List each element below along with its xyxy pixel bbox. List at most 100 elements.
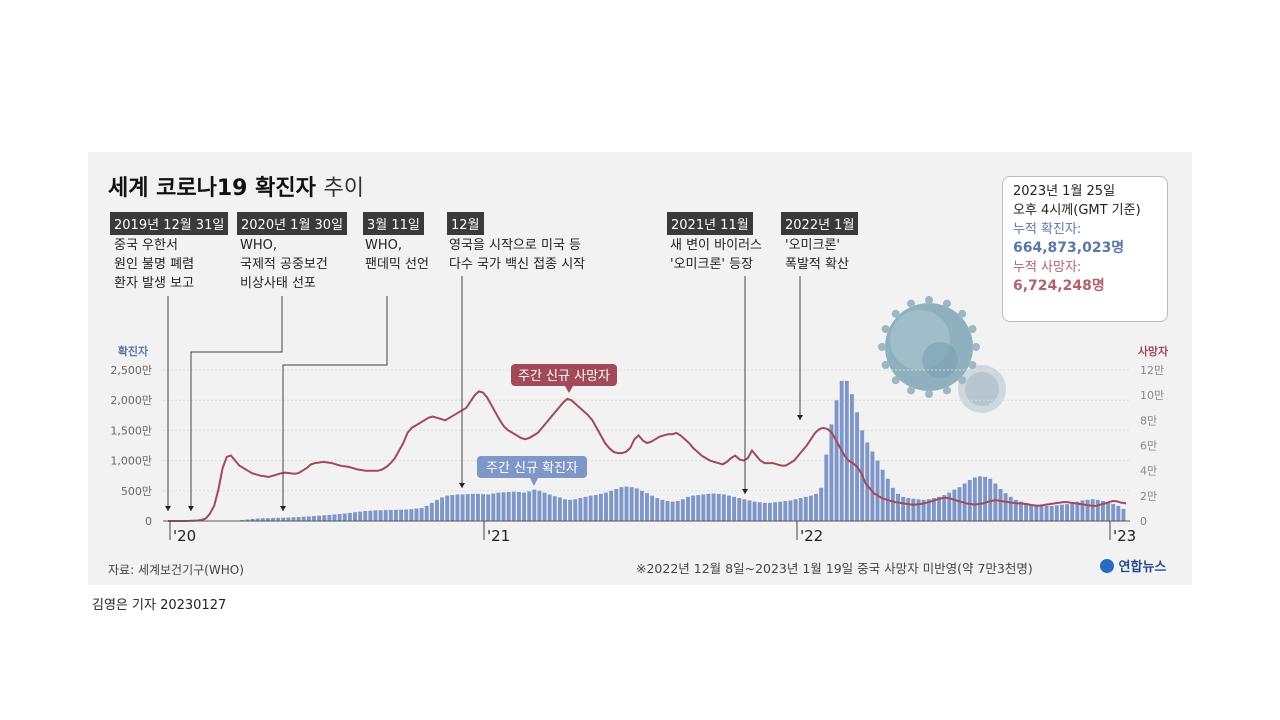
cases-bar [465,494,470,521]
cases-bar [978,476,982,521]
cases-bar [378,510,383,521]
cases-bar [552,496,557,521]
cases-bar [808,495,813,521]
cases-bar [604,492,608,521]
event-date-1: 2019년 12월 31일 [110,212,229,235]
cases-bar [394,509,398,521]
cases-bar [542,492,547,521]
virus-spike [972,343,980,351]
event-desc-5: 새 변이 바이러스 '오미크론' 등장 [670,238,762,272]
cases-bar [368,510,373,521]
cases-bar [271,517,275,521]
source-text: 자료: 세계보건기구(WHO) [108,563,244,577]
left-tick-label: 2,500만 [110,364,152,377]
cases-bar [834,400,839,521]
cases-bar [527,491,532,521]
cases-bar [1070,502,1075,521]
virus-spike [907,386,916,395]
event-date-4: 12월 [447,212,484,235]
cases-bar [942,495,947,521]
cases-bar [475,493,480,521]
cases-bar [358,511,363,521]
event-date-6: 2022년 1월 [781,212,859,235]
cases-bar [875,460,880,521]
cases-bar [1044,505,1049,521]
cases-bar [629,487,634,521]
cases-bar [788,500,793,521]
left-tick-label: 1,500만 [110,424,152,437]
cases-bar [547,494,552,521]
cases-bar [578,498,583,521]
virus-spike [881,360,890,369]
cases-bar [470,493,475,521]
cases-bar [931,498,936,521]
right-axis-label: 사망자 [1138,344,1169,358]
cases-bar [947,492,952,521]
cases-bar [737,498,742,521]
virus-spike [925,296,933,304]
cases-bar [911,498,916,521]
cases-bar [388,510,393,521]
right-tick-label: 10만 [1140,389,1164,402]
cases-bar [501,492,506,521]
event-arrow [188,506,194,511]
cases-bar [1003,493,1008,521]
cases-bar [921,499,926,521]
cases-bar [609,490,614,521]
cases-bar [711,493,716,521]
virus-spike [968,325,977,334]
x-tick-label: '21 [487,527,510,545]
cases-bar [829,424,834,521]
right-tick-label: 0 [1140,515,1147,528]
cases-bar [803,496,808,521]
cases-bar [1024,502,1029,521]
event-arrow [459,483,465,488]
left-tick-label: 1,000만 [110,455,152,468]
x-tick-label: '23 [1113,527,1136,545]
cases-bar [1019,501,1023,521]
cases-bar [332,514,337,521]
cases-bar [793,499,798,521]
event-desc-4: 영국을 시작으로 미국 등 다수 국가 백신 접종 시작 [449,238,586,272]
virus-spike [891,309,900,318]
x-tick-label: '20 [173,527,196,545]
cases-bar [1121,508,1126,521]
cases-bar [1039,505,1044,521]
cases-bar [655,498,660,521]
cases-bar [952,489,957,521]
right-tick-label: 8만 [1140,414,1157,427]
cases-bar [429,502,434,521]
cases-bar [880,469,885,521]
cases-bar [445,495,450,521]
cases-bar [957,487,962,521]
cases-bar [414,508,419,521]
cases-bar [342,513,347,521]
cases-bar [399,509,404,521]
cases-bar [568,499,573,521]
cases-bar [347,512,352,521]
cases-bar [619,487,624,521]
cases-bar [721,494,726,521]
deaths-line [168,390,1127,522]
cases-bar [798,498,803,521]
cases-bar [998,488,1003,521]
cases-bar [511,491,516,521]
virus-spike [958,376,967,385]
cases-bar [824,454,829,521]
cases-bar [650,495,655,521]
cases-bar [993,483,998,521]
cases-bar [614,488,619,521]
cases-bar [660,499,665,521]
reporter-credit: 김영은 기자 20230127 [92,598,227,613]
cases-bar [778,501,783,521]
cases-bar [424,505,429,521]
cases-bar [1075,501,1080,521]
cases-bar [281,517,286,521]
cases-bar [896,493,900,521]
cases-value: 664,873,023명 [1013,240,1125,256]
cases-bar [819,487,824,521]
deaths-series-label: 주간 신규 사망자 [518,369,610,384]
deaths-value: 6,724,248명 [1013,278,1105,294]
cases-bar [1013,499,1018,521]
cases-bar [245,519,250,521]
